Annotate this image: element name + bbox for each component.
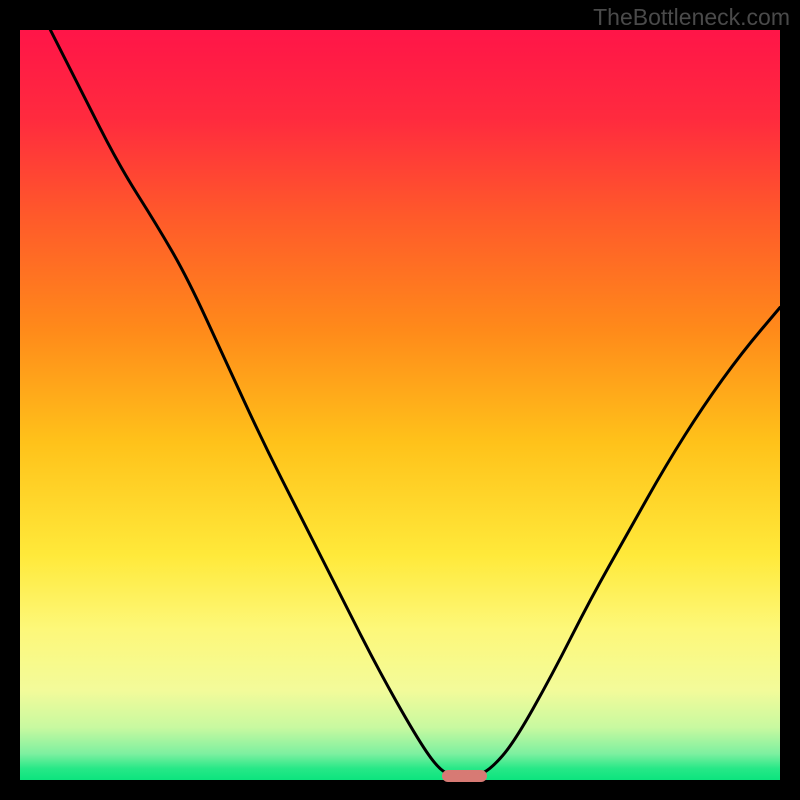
optimal-marker [442,770,488,782]
bottleneck-curve [20,30,780,780]
watermark-text: TheBottleneck.com [593,4,790,31]
plot-area [20,30,780,780]
